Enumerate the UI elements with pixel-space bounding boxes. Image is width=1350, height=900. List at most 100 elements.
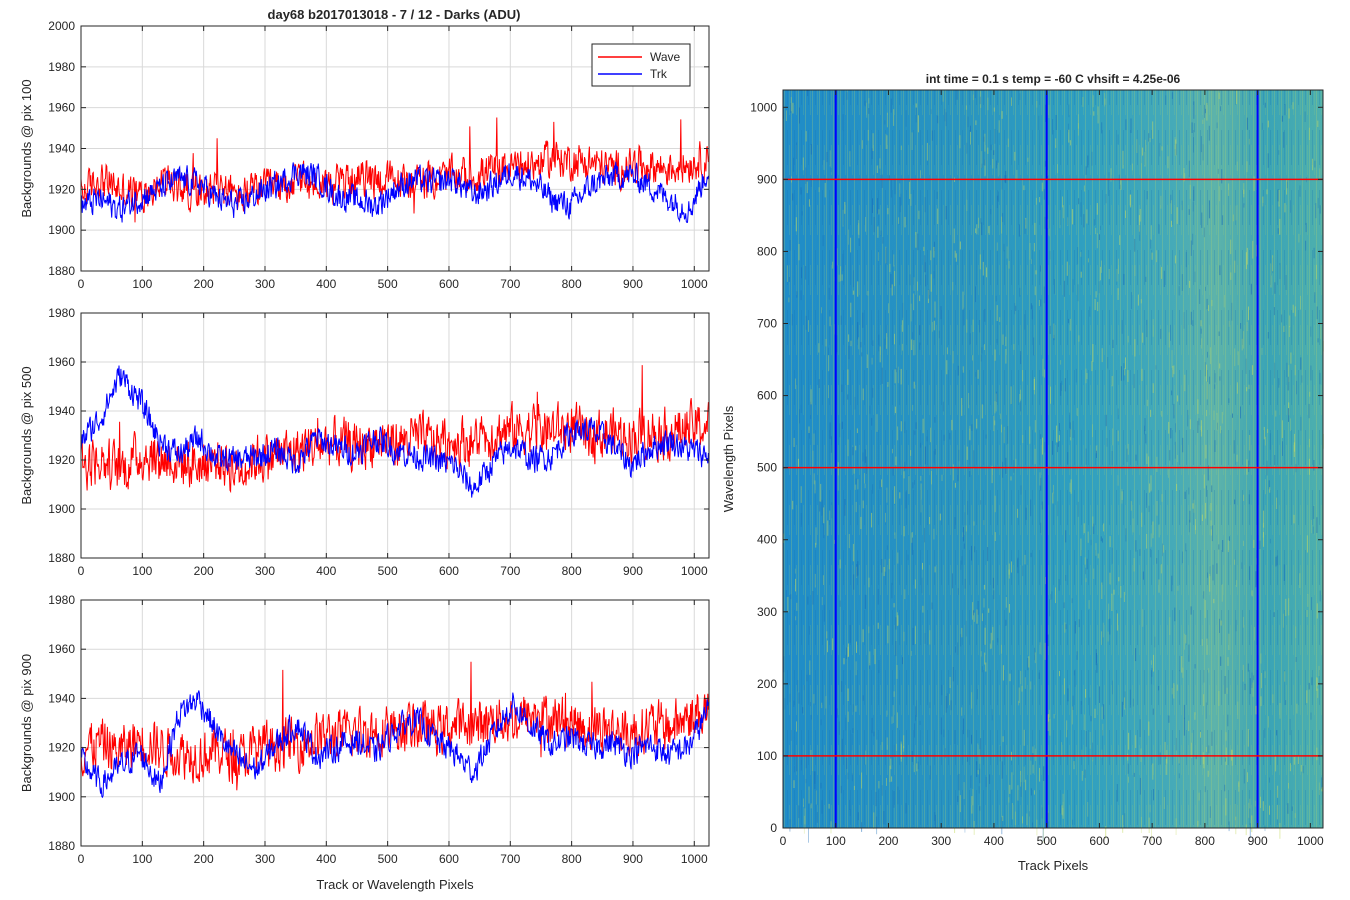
heatmap-speckle [1106,438,1108,447]
heatmap-speckle [1069,140,1071,146]
heatmap-speckle [913,756,915,773]
heatmap-speckle [1080,202,1082,217]
heatmap-speckle [849,625,851,643]
heatmap-speckle [1291,806,1293,811]
heatmap-speckle [926,142,928,161]
heatmap-speckle [884,338,886,350]
heatmap-speckle [893,744,895,758]
heatmap-speckle [1227,540,1229,553]
heatmap-speckle [891,716,893,724]
heatmap-speckle [1148,505,1150,513]
heatmap-speckle [1127,370,1129,382]
line-panel-pix-900: 0 100 200 300 400 500 600 700 800 900 100018801900… [19,593,710,892]
heatmap-speckle [1070,479,1072,494]
heatmap-speckle [1299,185,1301,197]
heatmap-speckle [1173,365,1175,375]
heatmap-speckle [1317,120,1319,127]
heatmap-speckle [1034,652,1036,664]
heatmap-speckle [820,782,822,789]
heatmap-speckle [963,527,964,542]
heatmap-speckle [1047,812,1049,829]
heatmap-speckle [1188,644,1190,662]
heatmap-speckle [1171,220,1172,227]
heatmap-speckle [806,181,808,194]
x-tick-label: 800 [562,277,582,291]
heatmap-speckle [1268,716,1269,728]
heatmap-speckle [1033,379,1035,390]
heatmap-speckle [1067,123,1069,133]
heatmap-speckle [913,381,915,389]
heatmap-speckle [1130,501,1132,511]
heatmap-speckle [881,367,883,384]
heatmap-speckle [989,774,991,784]
heatmap-speckle [1048,709,1050,718]
heatmap-speckle [810,702,811,707]
heatmap-speckle [941,474,943,481]
heatmap-speckle [1020,389,1022,400]
heatmap-speckle [1241,562,1243,569]
heatmap-speckle [1240,406,1241,419]
heatmap-speckle [862,388,864,401]
heatmap-speckle [852,447,854,456]
heatmap-speckle [1030,552,1032,558]
heatmap-speckle [1122,150,1124,169]
heatmap-speckle [910,450,912,456]
heatmap-speckle [1289,719,1291,736]
heatmap-speckle [1080,251,1082,257]
heatmap-speckle [1075,368,1077,383]
heatmap-speckle [967,729,969,738]
heatmap-speckle [952,351,954,364]
x-tick-label: 500 [378,564,398,578]
heatmap-speckle [889,263,891,273]
heatmap-speckle [894,333,895,345]
heatmap-speckle [1005,171,1007,184]
heatmap-speckle [1285,598,1287,617]
heatmap-speckle [1235,619,1237,632]
heatmap-speckle [1038,115,1040,130]
heatmap-speckle [1195,755,1197,760]
heatmap-speckle [1168,421,1170,434]
heatmap-speckle [1144,139,1146,152]
heatmap-speckle [929,517,931,525]
heatmap-speckle [1315,203,1317,219]
heatmap-speckle [971,692,973,709]
heatmap-speckle [1105,194,1107,204]
heatmap-speckle [1274,362,1276,379]
heatmap-speckle [1207,351,1208,358]
heatmap-speckle [1062,802,1064,819]
heatmap-speckle [892,468,894,476]
heatmap-speckle [1034,790,1035,795]
heatmap-speckle [1261,122,1263,130]
heatmap-speckle [876,816,878,835]
heatmap-speckle [914,430,916,435]
heatmap-speckle [1319,205,1321,214]
heatmap-speckle [1231,749,1233,761]
heatmap-speckle [1107,357,1109,369]
heatmap-speckle [1058,579,1060,591]
heatmap-speckle [1227,714,1229,727]
heatmap-speckle [847,369,849,385]
heatmap-speckle [897,552,899,564]
heatmap-speckle [885,246,887,264]
heatmap-speckle [1301,375,1303,383]
heatmap-speckle [1219,363,1221,369]
heatmap-speckle [1282,613,1284,628]
heatmap-speckle [1095,291,1097,298]
heatmap-speckle [1092,95,1094,108]
heatmap-speckle [942,401,944,412]
x-tick-label: 100 [132,277,152,291]
heatmap-speckle [1268,480,1270,490]
heatmap-speckle [1263,426,1265,440]
heatmap-speckle [821,597,823,606]
heatmap-speckle [821,702,823,709]
heatmap-speckle [853,785,855,790]
heatmap-speckle [1077,123,1079,136]
heatmap-speckle [1232,413,1233,418]
heatmap-speckle [1295,626,1297,639]
heatmap-speckle [884,559,886,572]
heatmap-speckle [1042,358,1044,377]
heatmap-speckle [913,293,915,311]
heatmap-speckle [1300,295,1301,310]
heatmap-speckle [1048,228,1050,237]
heatmap-speckle [793,157,795,172]
